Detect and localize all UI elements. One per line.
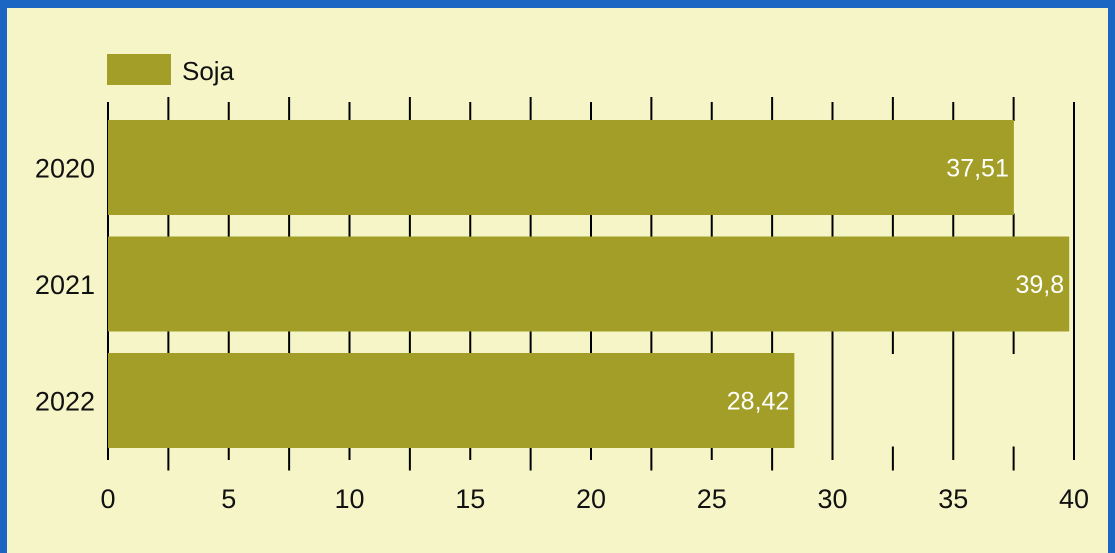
- bars: [108, 120, 1070, 448]
- x-tick-label: 10: [334, 484, 364, 514]
- bar: [108, 353, 795, 448]
- x-tick-label: 20: [576, 484, 606, 514]
- category-labels: 2020 2021 2022: [35, 154, 95, 417]
- x-tick-label: 25: [697, 484, 727, 514]
- x-tick-label: 30: [817, 484, 847, 514]
- data-label: 28,42: [727, 388, 790, 416]
- legend: Soja: [107, 54, 235, 86]
- bar: [108, 236, 1070, 332]
- data-label: 39,8: [1015, 271, 1064, 299]
- category-label: 2021: [35, 270, 95, 300]
- data-label: 37,51: [946, 155, 1009, 183]
- x-tick-label: 15: [455, 484, 485, 514]
- category-label: 2020: [35, 154, 95, 184]
- bar: [108, 120, 1014, 215]
- x-tick-label: 35: [938, 484, 968, 514]
- category-label: 2022: [35, 387, 95, 417]
- data-labels: 37,51 39,8 28,42: [727, 155, 1064, 416]
- legend-swatch: [107, 54, 171, 85]
- x-tick-label: 0: [100, 484, 115, 514]
- x-tick-label: 40: [1059, 484, 1089, 514]
- legend-label: Soja: [182, 56, 235, 86]
- x-tick-label: 5: [221, 484, 236, 514]
- x-tick-labels: 0 5 10 15 20 25 30 35 40: [100, 484, 1089, 514]
